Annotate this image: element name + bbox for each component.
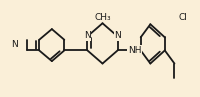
Text: N: N — [114, 31, 120, 40]
Text: CH₃: CH₃ — [94, 13, 110, 22]
Text: NH: NH — [127, 46, 140, 55]
Text: N: N — [11, 40, 17, 49]
Text: Cl: Cl — [178, 13, 187, 22]
Text: N: N — [84, 31, 90, 40]
